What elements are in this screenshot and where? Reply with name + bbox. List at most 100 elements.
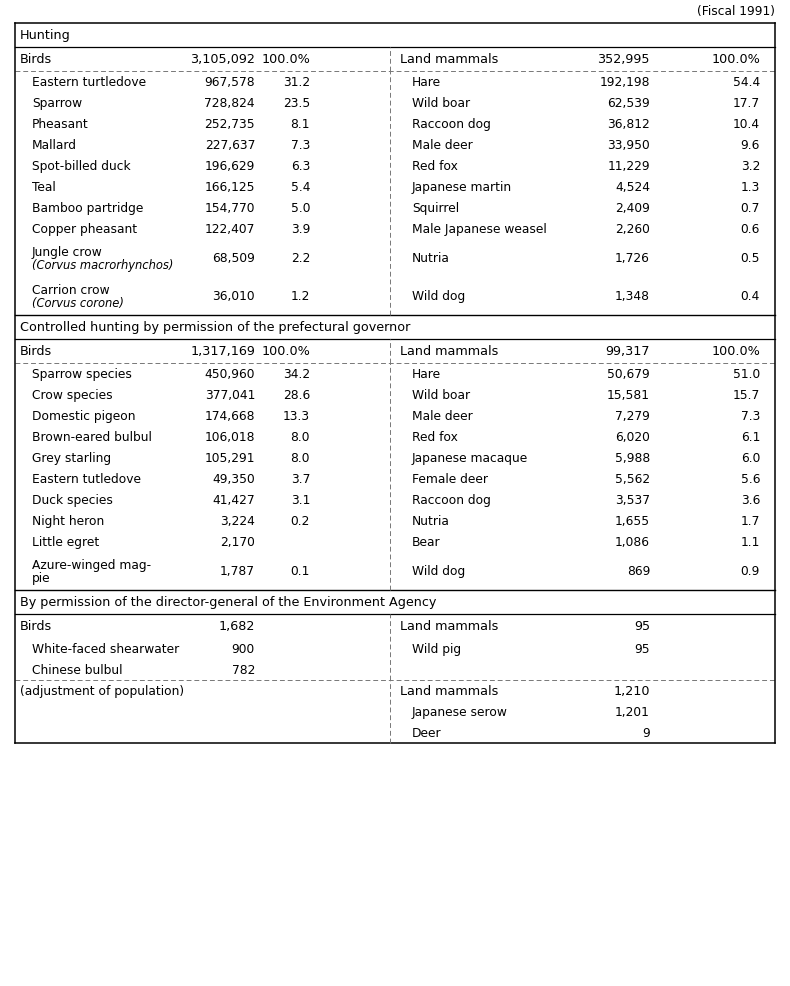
Text: (Corvus corone): (Corvus corone)	[32, 297, 124, 310]
Text: Chinese bulbul: Chinese bulbul	[32, 664, 122, 676]
Text: Wild dog: Wild dog	[412, 565, 465, 578]
Text: pie: pie	[32, 572, 51, 585]
Text: 99,317: 99,317	[605, 345, 650, 358]
Text: Birds: Birds	[20, 620, 52, 633]
Text: 7,279: 7,279	[615, 409, 650, 423]
Text: Bamboo partridge: Bamboo partridge	[32, 202, 143, 215]
Text: 15.7: 15.7	[733, 388, 760, 401]
Text: 106,018: 106,018	[205, 431, 255, 444]
Text: 0.6: 0.6	[741, 223, 760, 236]
Text: Male Japanese weasel: Male Japanese weasel	[412, 223, 547, 236]
Text: 154,770: 154,770	[205, 202, 255, 215]
Text: 5.4: 5.4	[291, 180, 310, 194]
Text: 3,105,092: 3,105,092	[190, 53, 255, 66]
Text: 2,260: 2,260	[615, 223, 650, 236]
Text: 1,682: 1,682	[219, 620, 255, 633]
Text: Japanese martin: Japanese martin	[412, 180, 512, 194]
Text: 3.1: 3.1	[291, 494, 310, 507]
Text: 10.4: 10.4	[733, 118, 760, 131]
Text: 192,198: 192,198	[600, 76, 650, 89]
Text: 0.7: 0.7	[741, 202, 760, 215]
Text: Land mammals: Land mammals	[400, 53, 498, 66]
Text: 33,950: 33,950	[608, 139, 650, 152]
Text: 49,350: 49,350	[213, 472, 255, 485]
Text: Hare: Hare	[412, 76, 441, 89]
Text: 6.1: 6.1	[741, 431, 760, 444]
Text: 2.2: 2.2	[291, 252, 310, 265]
Text: 1.2: 1.2	[291, 290, 310, 303]
Text: 8.0: 8.0	[291, 452, 310, 464]
Text: Sparrow species: Sparrow species	[32, 368, 132, 381]
Text: Duck species: Duck species	[32, 494, 113, 507]
Text: 174,668: 174,668	[205, 409, 255, 423]
Text: 100.0%: 100.0%	[261, 345, 310, 358]
Text: 377,041: 377,041	[205, 388, 255, 401]
Text: 100.0%: 100.0%	[711, 53, 760, 66]
Text: 728,824: 728,824	[205, 97, 255, 109]
Text: 100.0%: 100.0%	[261, 53, 310, 66]
Text: 1,210: 1,210	[614, 684, 650, 697]
Text: 1,787: 1,787	[220, 565, 255, 578]
Text: 0.2: 0.2	[291, 515, 310, 528]
Text: Grey starling: Grey starling	[32, 452, 111, 464]
Text: 5.6: 5.6	[740, 472, 760, 485]
Text: Wild dog: Wild dog	[412, 290, 465, 303]
Text: Carrion crow: Carrion crow	[32, 283, 110, 297]
Text: 5,562: 5,562	[615, 472, 650, 485]
Text: Bear: Bear	[412, 535, 441, 548]
Text: Wild boar: Wild boar	[412, 97, 470, 109]
Text: 8.1: 8.1	[291, 118, 310, 131]
Text: 41,427: 41,427	[213, 494, 255, 507]
Text: 6.0: 6.0	[741, 452, 760, 464]
Text: 252,735: 252,735	[205, 118, 255, 131]
Text: 782: 782	[231, 664, 255, 676]
Text: (Corvus macrorhynchos): (Corvus macrorhynchos)	[32, 259, 173, 272]
Text: Eastern tutledove: Eastern tutledove	[32, 472, 141, 485]
Text: 36,010: 36,010	[213, 290, 255, 303]
Text: Domestic pigeon: Domestic pigeon	[32, 409, 136, 423]
Text: 8.0: 8.0	[291, 431, 310, 444]
Text: Nutria: Nutria	[412, 252, 450, 265]
Text: 227,637: 227,637	[205, 139, 255, 152]
Text: 122,407: 122,407	[205, 223, 255, 236]
Text: 7.3: 7.3	[741, 409, 760, 423]
Text: 1,348: 1,348	[615, 290, 650, 303]
Text: 1.1: 1.1	[741, 535, 760, 548]
Text: 4,524: 4,524	[615, 180, 650, 194]
Text: 352,995: 352,995	[597, 53, 650, 66]
Text: 11,229: 11,229	[608, 160, 650, 173]
Text: 2,170: 2,170	[220, 535, 255, 548]
Text: Wild pig: Wild pig	[412, 642, 461, 656]
Text: 100.0%: 100.0%	[711, 345, 760, 358]
Text: 0.5: 0.5	[740, 252, 760, 265]
Text: 17.7: 17.7	[733, 97, 760, 109]
Text: Land mammals: Land mammals	[400, 620, 498, 633]
Text: 0.9: 0.9	[741, 565, 760, 578]
Text: Land mammals: Land mammals	[400, 345, 498, 358]
Text: 6.3: 6.3	[291, 160, 310, 173]
Text: 95: 95	[634, 642, 650, 656]
Text: 2,409: 2,409	[615, 202, 650, 215]
Text: Male deer: Male deer	[412, 139, 472, 152]
Text: 3,224: 3,224	[220, 515, 255, 528]
Text: 62,539: 62,539	[608, 97, 650, 109]
Text: 0.1: 0.1	[291, 565, 310, 578]
Text: Deer: Deer	[412, 727, 442, 740]
Text: 13.3: 13.3	[283, 409, 310, 423]
Text: Raccoon dog: Raccoon dog	[412, 118, 491, 131]
Text: Teal: Teal	[32, 180, 56, 194]
Text: 1,317,169: 1,317,169	[190, 345, 255, 358]
Text: Night heron: Night heron	[32, 515, 104, 528]
Text: Squirrel: Squirrel	[412, 202, 459, 215]
Text: 7.3: 7.3	[291, 139, 310, 152]
Text: Male deer: Male deer	[412, 409, 472, 423]
Text: Controlled hunting by permission of the prefectural governor: Controlled hunting by permission of the …	[20, 321, 410, 334]
Text: (Fiscal 1991): (Fiscal 1991)	[697, 6, 775, 19]
Text: 166,125: 166,125	[205, 180, 255, 194]
Text: (adjustment of population): (adjustment of population)	[20, 684, 184, 697]
Text: 3,537: 3,537	[615, 494, 650, 507]
Text: Copper pheasant: Copper pheasant	[32, 223, 137, 236]
Text: Little egret: Little egret	[32, 535, 100, 548]
Text: Red fox: Red fox	[412, 160, 458, 173]
Text: 3.7: 3.7	[291, 472, 310, 485]
